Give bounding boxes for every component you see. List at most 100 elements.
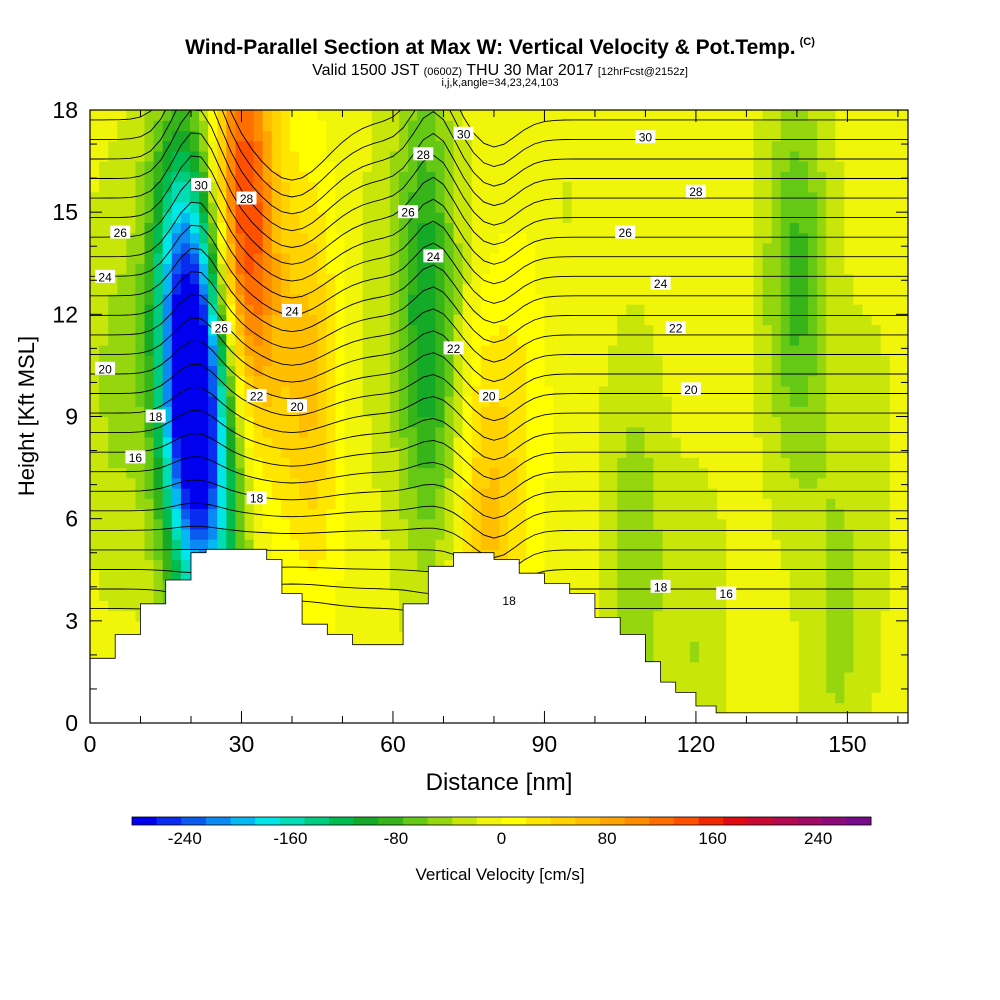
velocity-cell (726, 191, 736, 203)
velocity-cell (380, 150, 391, 162)
velocity-cell (708, 682, 718, 693)
velocity-cell (635, 355, 646, 367)
velocity-cell (399, 344, 409, 356)
velocity-cell (344, 324, 355, 336)
velocity-cell (280, 549, 291, 561)
velocity-cell (289, 447, 300, 458)
velocity-cell (780, 457, 791, 469)
velocity-cell (444, 150, 455, 162)
velocity-cell (517, 130, 527, 142)
velocity-cell (508, 457, 518, 469)
velocity-cell (199, 283, 209, 295)
velocity-cell (199, 488, 209, 499)
velocity-cell (517, 201, 527, 213)
velocity-cell (99, 181, 109, 193)
velocity-cell (199, 273, 209, 285)
velocity-cell (462, 150, 473, 162)
velocity-cell (771, 671, 782, 683)
velocity-cell (717, 253, 727, 264)
velocity-cell (299, 457, 309, 469)
velocity-cell (289, 191, 300, 203)
velocity-cell (744, 692, 755, 704)
velocity-cell (371, 385, 382, 397)
velocity-cell (153, 212, 164, 223)
velocity-cell (335, 375, 346, 387)
velocity-cell (199, 508, 209, 520)
velocity-cell (653, 385, 664, 397)
velocity-cell (362, 324, 373, 336)
velocity-cell (808, 191, 818, 203)
velocity-cell (789, 304, 800, 315)
velocity-cell (280, 344, 291, 356)
velocity-cell (789, 334, 800, 346)
velocity-cell (608, 140, 618, 152)
velocity-cell (326, 457, 336, 469)
velocity-cell (571, 130, 582, 142)
velocity-cell (744, 549, 755, 561)
velocity-cell (562, 385, 573, 397)
velocity-cell (208, 161, 218, 172)
velocity-cell (108, 620, 118, 632)
velocity-cell (99, 477, 109, 489)
velocity-cell (308, 406, 318, 418)
velocity-cell (362, 344, 373, 356)
velocity-cell (744, 416, 755, 428)
velocity-cell (635, 396, 646, 407)
velocity-cell (353, 314, 364, 326)
velocity-cell (753, 161, 764, 172)
velocity-cell (653, 191, 664, 203)
velocity-cell (708, 263, 718, 275)
velocity-cell (835, 539, 845, 550)
velocity-cell (408, 130, 418, 142)
velocity-cell (353, 457, 364, 469)
velocity-cell (108, 396, 118, 407)
velocity-cell (90, 344, 100, 356)
velocity-cell (789, 610, 800, 622)
velocity-cell (817, 150, 827, 162)
velocity-cell (808, 692, 818, 704)
velocity-cell (644, 651, 655, 663)
velocity-cell (589, 273, 600, 285)
velocity-cell (499, 447, 509, 458)
velocity-cell (462, 140, 473, 152)
velocity-cell (726, 140, 736, 152)
velocity-cell (526, 467, 536, 479)
velocity-cell (262, 181, 273, 193)
velocity-cell (453, 498, 464, 510)
velocity-cell (644, 539, 655, 550)
velocity-cell (371, 467, 382, 479)
velocity-cell (589, 375, 600, 387)
velocity-cell (780, 620, 791, 632)
velocity-cell (408, 171, 418, 183)
velocity-cell (798, 191, 809, 203)
velocity-cell (171, 569, 182, 581)
velocity-cell (335, 539, 346, 550)
velocity-cell (608, 253, 618, 264)
velocity-cell (144, 212, 155, 223)
velocity-cell (753, 232, 764, 244)
velocity-cell (626, 477, 636, 489)
velocity-cell (90, 488, 100, 499)
velocity-cell (189, 375, 200, 387)
velocity-cell (662, 467, 673, 479)
velocity-cell (835, 355, 845, 367)
velocity-cell (635, 406, 646, 418)
velocity-cell (153, 222, 164, 234)
velocity-cell (744, 518, 755, 530)
velocity-cell (680, 334, 691, 346)
velocity-cell (362, 569, 373, 581)
velocity-cell (244, 324, 255, 336)
velocity-cell (399, 436, 409, 448)
velocity-cell (526, 304, 536, 315)
velocity-cell (117, 161, 127, 172)
velocity-cell (708, 651, 718, 663)
velocity-cell (371, 273, 382, 285)
velocity-cell (90, 161, 100, 172)
velocity-cell (189, 161, 200, 172)
velocity-cell (389, 181, 400, 193)
velocity-cell (335, 447, 346, 458)
velocity-cell (726, 406, 736, 418)
velocity-cell (353, 406, 364, 418)
velocity-cell (471, 161, 482, 172)
velocity-cell (635, 539, 646, 550)
